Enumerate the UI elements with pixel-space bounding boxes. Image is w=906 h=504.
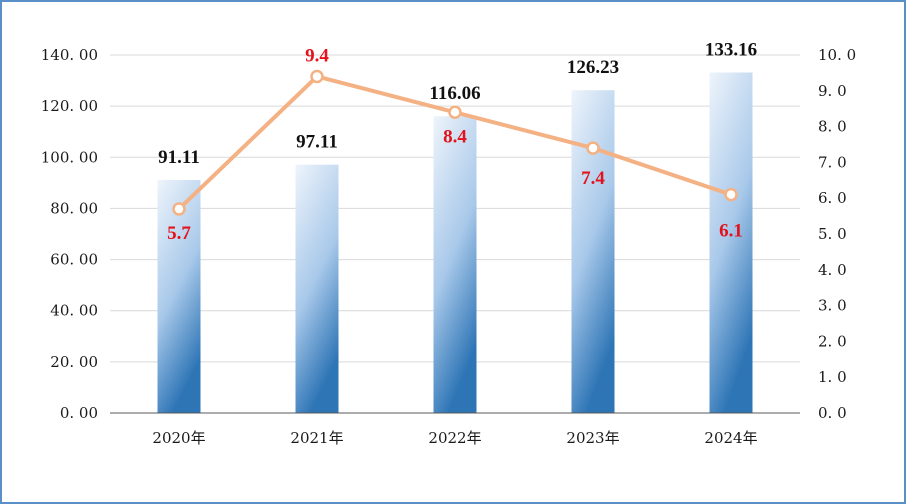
x-tick-label: 2024年: [704, 429, 757, 447]
y-left-tick-label: 100. 00: [41, 148, 98, 166]
bar: [709, 72, 753, 414]
bar-series: [157, 72, 753, 414]
x-tick-label: 2021年: [290, 429, 343, 447]
y-right-tick-label: 1. 0: [818, 368, 847, 386]
bar-data-label: 116.06: [429, 83, 480, 104]
y-right-tick-label: 4. 0: [818, 261, 847, 279]
line-data-label: 8.4: [443, 126, 467, 147]
y-left-tick-label: 0. 00: [60, 404, 98, 422]
y-left-tick-label: 140. 00: [41, 46, 98, 64]
y-left-tick-label: 80. 00: [50, 199, 98, 217]
x-tick-label: 2023年: [566, 429, 619, 447]
y-right-tick-label: 0. 0: [818, 404, 847, 422]
y-right-tick-label: 9. 0: [818, 82, 847, 100]
y-right-tick-label: 10. 0: [818, 46, 856, 64]
bar: [157, 180, 201, 413]
y-left-tick-label: 40. 00: [50, 302, 98, 320]
y-left-tick-label: 120. 00: [41, 97, 98, 115]
bar-data-label: 97.11: [296, 132, 338, 153]
line-point: [586, 141, 600, 155]
bar: [295, 164, 339, 413]
y-right-tick-label: 5. 0: [818, 225, 847, 243]
line-point: [310, 69, 324, 84]
bar-data-label: 91.11: [158, 147, 200, 168]
bar-data-label: 133.16: [705, 39, 757, 60]
bar: [571, 90, 615, 414]
line-data-label: 6.1: [719, 221, 743, 242]
y-right-tick-label: 2. 0: [818, 332, 847, 350]
y-right-tick-label: 7. 0: [818, 153, 847, 171]
line-point: [448, 105, 462, 120]
line-data-label: 5.7: [167, 223, 191, 244]
y-right-tick-label: 3. 0: [818, 297, 847, 315]
y-right-tick-label: 6. 0: [818, 189, 847, 207]
line-point: [172, 202, 186, 216]
bar-data-label: 126.23: [567, 57, 619, 78]
line-data-label: 9.4: [305, 45, 329, 66]
line-series: [172, 69, 738, 216]
y-left-tick-label: 60. 00: [50, 251, 98, 269]
y-right-tick-label: 8. 0: [818, 118, 847, 136]
bar: [433, 116, 477, 413]
line-data-label: 7.4: [581, 168, 605, 189]
x-tick-label: 2020年: [152, 429, 205, 447]
y-left-tick-label: 20. 00: [50, 353, 98, 371]
axes: 0. 00 20. 00 40. 00 60. 00 80. 00 100. 00 120.…: [41, 46, 856, 447]
data-labels: 91.11 97.11 116.06 126.23 133.16 5.7 9.4 8.4 7.4…: [158, 39, 757, 243]
x-tick-label: 2022年: [428, 429, 481, 447]
line-point: [724, 187, 738, 202]
